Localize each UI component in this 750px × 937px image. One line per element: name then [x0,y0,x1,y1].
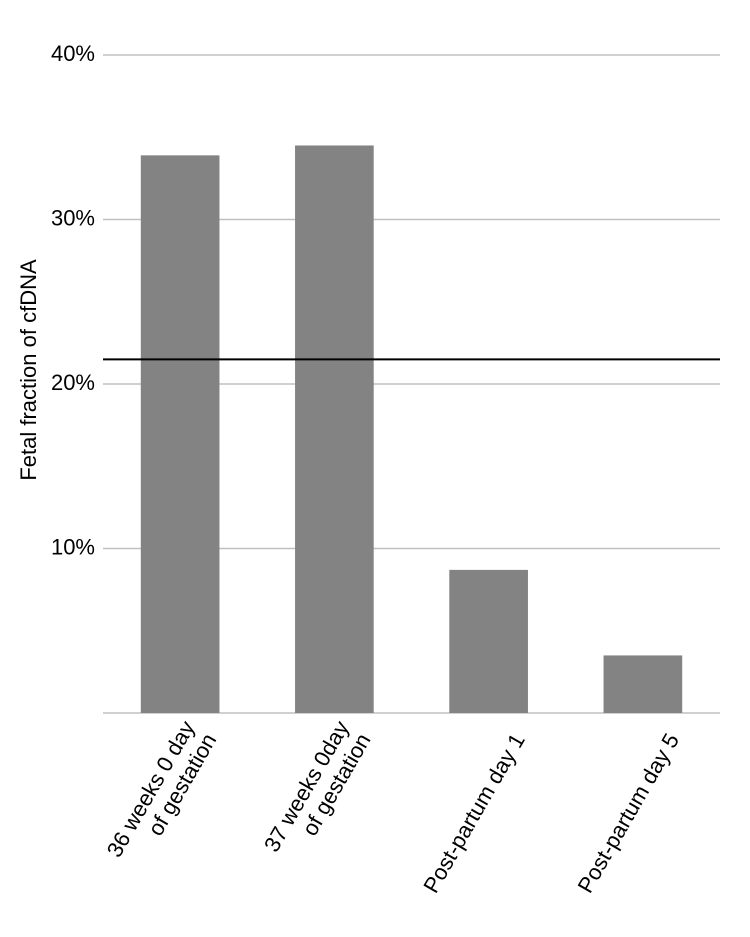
y-tick-label: 40% [51,41,95,66]
x-tick-label: Post-partum day 5 [573,729,685,897]
x-tick-label: Post-partum day 1 [418,729,530,897]
x-tick-label-line: Post-partum day 1 [418,729,530,897]
bar [603,655,683,713]
x-tick-label: 37 weeks 0dayof gestation [259,717,376,869]
bar [295,145,374,714]
x-tick-label-line: Post-partum day 5 [573,729,685,897]
bar [449,569,528,713]
y-axis-title: Fetal fraction of cfDNA [16,259,41,481]
x-tick-label: 36 weeks 0 dayof gestation [102,717,222,874]
bar [140,155,220,714]
y-tick-label: 30% [51,205,95,230]
y-tick-label: 20% [51,370,95,395]
y-tick-label: 10% [51,534,95,559]
